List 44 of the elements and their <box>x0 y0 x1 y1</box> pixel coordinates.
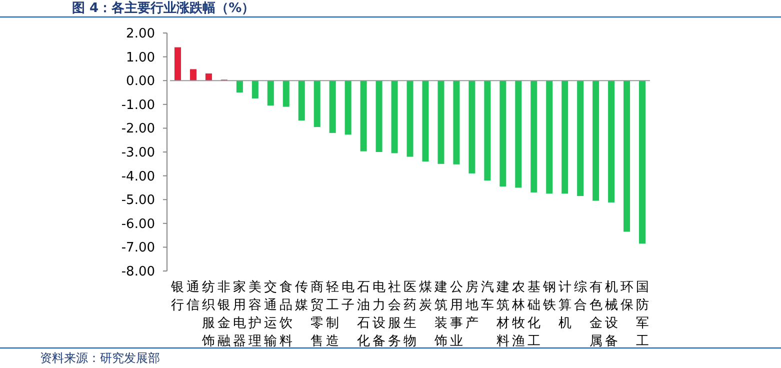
x-tick-label: 电力设备 <box>372 280 386 349</box>
y-tick-label: -1.00 <box>121 98 155 113</box>
y-tick-label: -4.00 <box>121 169 155 184</box>
x-tick-label: 商贸零售 <box>310 280 324 349</box>
x-tick-label: 汽车 <box>480 280 494 313</box>
x-tick-label: 通信 <box>186 280 200 313</box>
x-tick-label: 建筑装饰 <box>433 280 448 349</box>
y-tick-label: -7.00 <box>121 240 155 256</box>
x-tick-label: 社会服务 <box>388 280 402 349</box>
x-tick-label: 基础化工 <box>526 280 540 349</box>
x-tick-label: 建筑材料 <box>495 280 510 349</box>
x-tick-label: 家用电器 <box>233 279 246 349</box>
x-tick-label: 计算机 <box>558 280 572 331</box>
x-tick-label: 交通运输 <box>264 279 278 349</box>
x-tick-label: 电子 <box>342 280 355 313</box>
x-tick-label: 传媒 <box>295 280 308 313</box>
x-tick-label: 非银金融 <box>216 280 231 349</box>
x-tick-label: 美容护理 <box>248 279 262 349</box>
x-tick-label: 食品饮料 <box>278 280 293 349</box>
x-tick-label: 房地产 <box>464 279 478 331</box>
x-tick-label: 环保 <box>620 280 634 313</box>
y-tick-label: -6.00 <box>121 216 155 232</box>
x-tick-label: 有色金属 <box>589 280 602 349</box>
y-tick-label: -8.00 <box>121 264 155 280</box>
y-tick-label: 2.00 <box>126 26 155 42</box>
y-tick-label: -3.00 <box>121 146 155 160</box>
x-tick-label: 公用事业 <box>450 280 463 349</box>
x-tick-label: 国防军工 <box>636 280 649 349</box>
x-tick-label: 机械设备 <box>604 280 618 349</box>
chart-title: 图 4：各主要行业涨跌幅（%） <box>72 0 255 16</box>
y-tick-label: -5.00 <box>121 193 155 208</box>
x-tick-label: 综合 <box>574 280 587 313</box>
y-tick-label: 0.00 <box>126 74 155 90</box>
x-tick-label: 银行 <box>170 280 184 313</box>
x-tick-label: 石油石化 <box>357 280 370 349</box>
y-tick-label: 1.00 <box>126 50 155 66</box>
x-tick-label: 钢铁 <box>542 280 556 313</box>
x-tick-label: 纺织服饰 <box>201 280 216 349</box>
x-tick-label: 轻工制造 <box>326 280 340 349</box>
x-tick-label: 煤炭 <box>418 280 432 313</box>
x-tick-label: 医药生物 <box>404 280 416 349</box>
y-tick-label: -2.00 <box>121 122 155 137</box>
x-tick-label: 农林牧渔 <box>510 280 525 349</box>
text: 资料来源：研究发展部 <box>40 351 160 365</box>
